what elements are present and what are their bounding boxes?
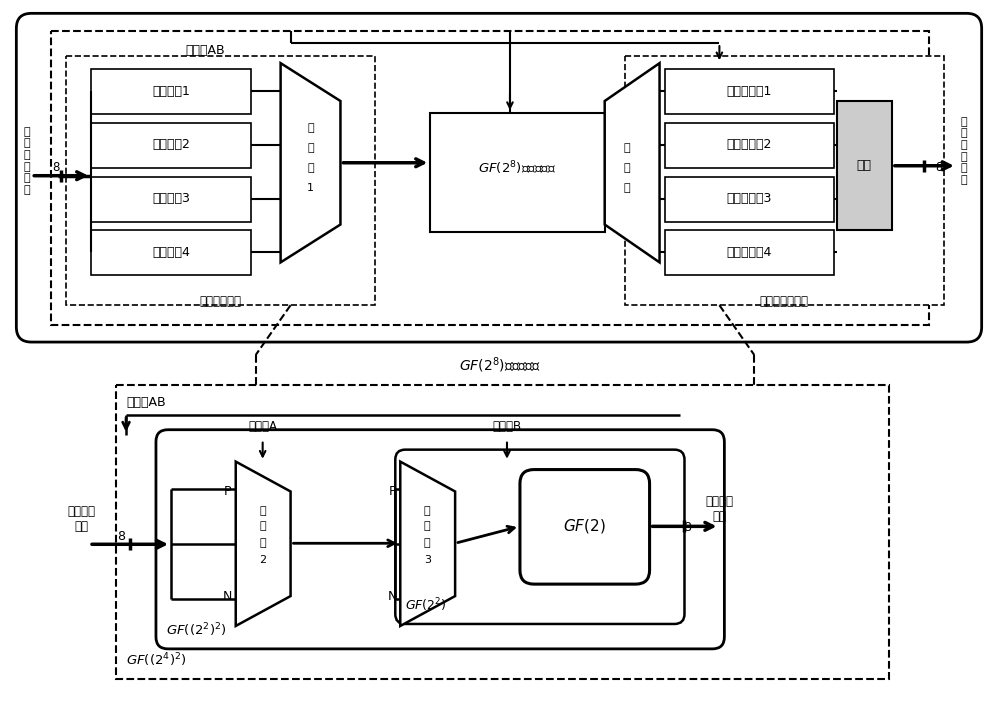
Text: 随机逆映射单元: 随机逆映射单元 [760, 295, 809, 309]
Bar [51, 32, 929, 325]
Polygon shape [400, 462, 455, 626]
Text: 器: 器 [424, 506, 431, 516]
Text: 2: 2 [259, 555, 266, 565]
Bar [91, 231, 251, 276]
Bar [837, 101, 892, 231]
Bar [665, 231, 834, 276]
Text: 数
据
输
出
端
口: 数 据 输 出 端 口 [960, 117, 967, 185]
Text: 数据输出
端口: 数据输出 端口 [705, 495, 733, 523]
Text: 随机映射单元: 随机映射单元 [200, 295, 242, 309]
Text: 8: 8 [935, 161, 942, 174]
Bar [665, 123, 834, 168]
FancyBboxPatch shape [16, 14, 982, 342]
Text: 1: 1 [307, 183, 314, 193]
Text: 逆映射矩阵4: 逆映射矩阵4 [727, 246, 772, 259]
Text: 映射矩阵3: 映射矩阵3 [152, 192, 190, 205]
Text: 仿射: 仿射 [856, 159, 871, 173]
Text: 数
据
输
入
端
口: 数 据 输 入 端 口 [23, 127, 30, 195]
Text: 选: 选 [259, 521, 266, 531]
Text: 逆映射矩阵2: 逆映射矩阵2 [727, 138, 772, 151]
Text: 逆映射矩阵3: 逆映射矩阵3 [727, 192, 772, 205]
Text: P: P [389, 485, 396, 498]
FancyBboxPatch shape [520, 470, 650, 584]
Text: 映射矩阵2: 映射矩阵2 [152, 138, 190, 151]
Bar [665, 177, 834, 221]
Text: 8: 8 [683, 521, 691, 534]
Text: 映射矩阵1: 映射矩阵1 [152, 84, 190, 97]
Text: 3: 3 [424, 555, 431, 565]
Bar [66, 56, 375, 305]
Text: 择: 择 [259, 538, 266, 548]
Text: $GF(2^2)$: $GF(2^2)$ [405, 596, 447, 614]
Text: 器: 器 [307, 123, 314, 133]
Bar [116, 385, 889, 679]
Text: 选: 选 [307, 142, 314, 153]
Polygon shape [281, 63, 340, 262]
Text: P: P [224, 485, 232, 498]
Bar [91, 177, 251, 221]
Bar [91, 69, 251, 114]
Text: N: N [223, 589, 232, 603]
Text: 器: 器 [623, 183, 630, 193]
Text: 随机数B: 随机数B [492, 420, 522, 433]
Text: 映射矩阵4: 映射矩阵4 [152, 246, 190, 259]
FancyBboxPatch shape [156, 430, 724, 649]
Text: 随机数AB: 随机数AB [126, 397, 166, 410]
FancyBboxPatch shape [395, 450, 684, 624]
Text: 随机数AB: 随机数AB [186, 44, 226, 57]
Text: 8: 8 [117, 530, 125, 543]
Bar [665, 69, 834, 114]
Text: 选: 选 [424, 521, 431, 531]
Polygon shape [236, 462, 291, 626]
Text: 随机数A: 随机数A [248, 420, 277, 433]
Text: $GF((2^2)^2)$: $GF((2^2)^2)$ [166, 621, 227, 639]
Bar [625, 56, 944, 305]
Text: $GF(2)$: $GF(2)$ [563, 518, 606, 536]
Text: N: N [388, 589, 397, 603]
Text: 8: 8 [53, 161, 60, 174]
Text: 数据输入
端口: 数据输入 端口 [67, 505, 95, 533]
Text: $GF(2^8)$域动态求逆: $GF(2^8)$域动态求逆 [478, 159, 556, 177]
Text: 逆映射矩阵1: 逆映射矩阵1 [727, 84, 772, 97]
Bar [91, 123, 251, 168]
Text: $GF(2^8)$域动态求逆: $GF(2^8)$域动态求逆 [459, 355, 541, 374]
Polygon shape [605, 63, 660, 262]
Text: 配: 配 [623, 163, 630, 173]
Text: 分: 分 [623, 142, 630, 153]
Text: 择: 择 [307, 163, 314, 173]
Text: 器: 器 [259, 506, 266, 516]
Text: $GF((2^4)^2)$: $GF((2^4)^2)$ [126, 651, 187, 669]
Bar [430, 113, 605, 233]
Text: 择: 择 [424, 538, 431, 548]
